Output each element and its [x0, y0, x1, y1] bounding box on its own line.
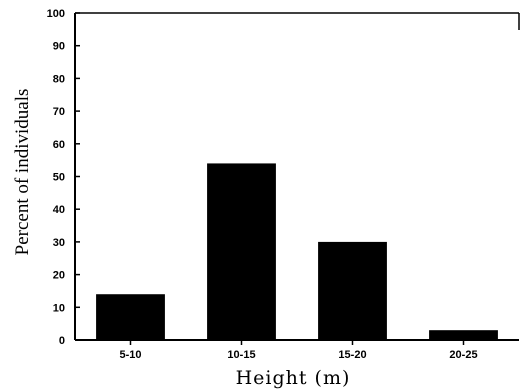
y-tick-label: 20	[53, 270, 65, 282]
y-tick-label: 50	[53, 172, 65, 184]
bar-10-15	[207, 163, 276, 340]
x-tick-label: 20-25	[449, 349, 477, 361]
y-tick-label: 0	[59, 335, 65, 347]
bars	[96, 163, 498, 340]
x-tick-label: 10-15	[227, 349, 255, 361]
y-tick-label: 90	[53, 41, 65, 53]
bar-20-25	[429, 330, 498, 340]
bar-5-10	[96, 294, 165, 340]
y-tick-label: 30	[53, 237, 65, 249]
plot-frame	[74, 12, 520, 341]
y-axis-ticks: 0 10 20 30 40 50 60 70 80 90 100	[47, 8, 80, 347]
y-axis-title: Percent of individuals	[12, 89, 33, 256]
y-tick-label: 60	[53, 139, 65, 151]
y-tick-label: 40	[53, 204, 65, 216]
x-axis-title: Height (m)	[236, 367, 351, 389]
x-tick-label: 15-20	[338, 349, 366, 361]
y-tick-label: 80	[53, 73, 65, 85]
bar-15-20	[318, 241, 387, 340]
y-tick-label: 100	[47, 8, 65, 20]
x-axis-ticks: 5-10 10-15 15-20 20-25	[119, 340, 478, 361]
y-tick-label: 70	[53, 106, 65, 118]
x-tick-label: 5-10	[119, 349, 141, 361]
y-tick-label: 10	[53, 302, 65, 314]
